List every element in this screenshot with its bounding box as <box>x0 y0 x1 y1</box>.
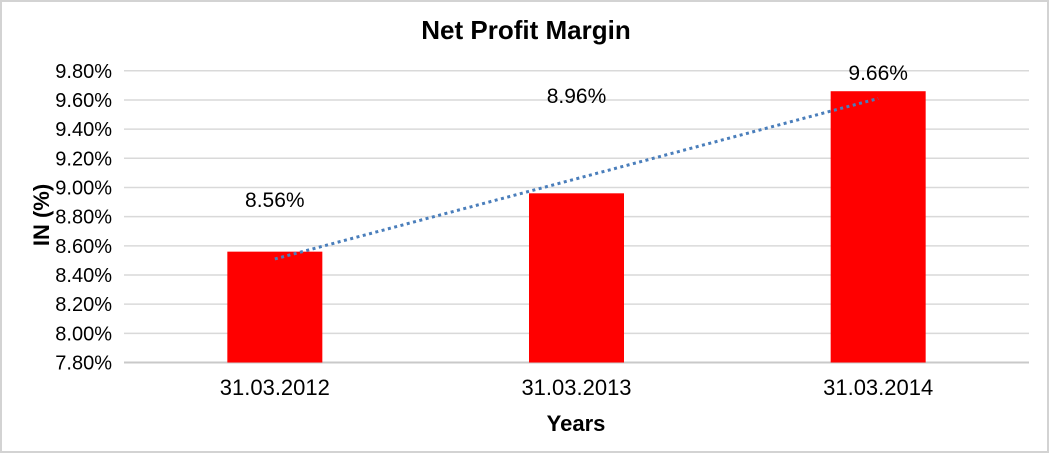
chart-title: Net Profit Margin <box>421 15 631 45</box>
data-label: 9.66% <box>848 62 908 85</box>
y-tick-label: 8.20% <box>55 294 112 316</box>
y-tick-label: 9.40% <box>55 119 112 141</box>
y-tick-label: 9.00% <box>55 177 112 199</box>
data-label: 8.56% <box>245 189 305 212</box>
bar <box>529 193 624 363</box>
category-label: 31.03.2012 <box>220 375 330 400</box>
x-axis-title: Years <box>546 411 606 436</box>
y-tick-label: 9.20% <box>55 148 112 170</box>
y-tick-label: 8.40% <box>55 265 112 287</box>
trendline <box>274 97 879 261</box>
data-label: 8.96% <box>547 85 607 108</box>
y-tick-label: 8.60% <box>55 236 112 258</box>
category-label: 31.03.2013 <box>521 375 631 400</box>
bar <box>830 91 926 363</box>
y-tick-label: 8.00% <box>55 323 112 345</box>
y-tick-label: 9.80% <box>55 61 112 83</box>
y-tick-label: 8.80% <box>55 207 112 229</box>
y-tick-label: 7.80% <box>55 353 112 375</box>
bar <box>227 251 323 363</box>
category-label: 31.03.2014 <box>823 375 933 400</box>
y-tick-label: 9.60% <box>55 90 112 112</box>
